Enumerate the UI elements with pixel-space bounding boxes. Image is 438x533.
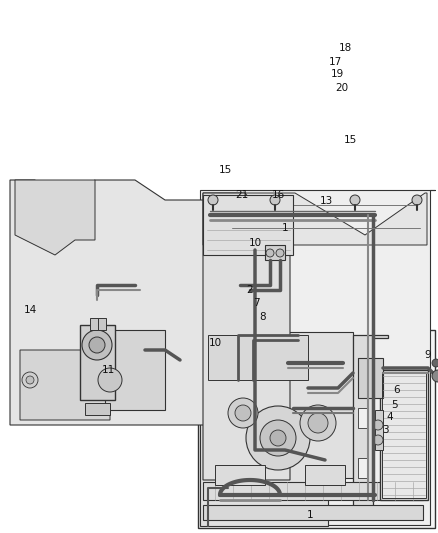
Circle shape [373,435,383,445]
Text: 10: 10 [208,338,222,348]
Circle shape [208,195,218,205]
Text: 7: 7 [253,298,259,308]
Circle shape [270,195,280,205]
Circle shape [22,372,38,388]
Bar [203,505,423,520]
Circle shape [300,405,336,441]
Circle shape [308,413,328,433]
Text: 15: 15 [343,135,357,145]
Bar [375,410,383,450]
Circle shape [412,195,422,205]
Circle shape [432,359,438,367]
Bar [358,458,368,478]
Polygon shape [200,332,353,526]
Bar [358,358,368,378]
Text: 5: 5 [391,400,397,410]
Circle shape [26,376,34,384]
Text: 16: 16 [272,190,285,200]
Text: 21: 21 [235,190,249,200]
Circle shape [432,370,438,382]
Polygon shape [20,350,110,420]
Text: 11: 11 [101,365,115,375]
Text: 4: 4 [387,412,393,422]
Circle shape [260,420,296,456]
Polygon shape [203,193,427,245]
Text: 9: 9 [425,350,431,360]
Bar [203,482,423,500]
Bar [203,195,293,255]
Bar [208,335,308,380]
Circle shape [98,368,122,392]
Bar [80,325,115,400]
Text: 10: 10 [248,238,261,248]
Circle shape [235,405,251,421]
Text: 18: 18 [339,43,352,53]
Text: 8: 8 [260,312,266,322]
Bar [98,318,106,330]
Text: 15: 15 [219,165,232,175]
Circle shape [246,406,310,470]
Bar [380,370,428,500]
Circle shape [89,337,105,353]
Text: 3: 3 [381,425,389,435]
Polygon shape [203,193,290,480]
Text: 2: 2 [247,285,253,295]
Circle shape [276,249,284,257]
Bar [382,372,426,498]
Text: 20: 20 [336,83,349,93]
Bar [90,318,98,330]
Bar [85,403,110,415]
Text: 14: 14 [23,305,37,315]
Polygon shape [10,180,205,425]
Text: 1: 1 [307,510,313,520]
Text: 17: 17 [328,57,342,67]
Text: 6: 6 [394,385,400,395]
Bar [358,358,383,398]
Bar [265,245,285,260]
Bar [198,330,435,528]
Text: 19: 19 [330,69,344,79]
Polygon shape [15,180,95,255]
Bar [305,465,345,485]
Circle shape [228,398,258,428]
Circle shape [266,249,274,257]
Text: 1: 1 [282,223,288,233]
Bar [358,408,368,428]
Circle shape [82,330,112,360]
Bar [215,465,265,485]
Bar [105,330,165,410]
Text: 13: 13 [319,196,332,206]
Circle shape [270,430,286,446]
Polygon shape [353,335,388,518]
Circle shape [373,420,383,430]
Polygon shape [200,190,435,525]
Circle shape [350,195,360,205]
